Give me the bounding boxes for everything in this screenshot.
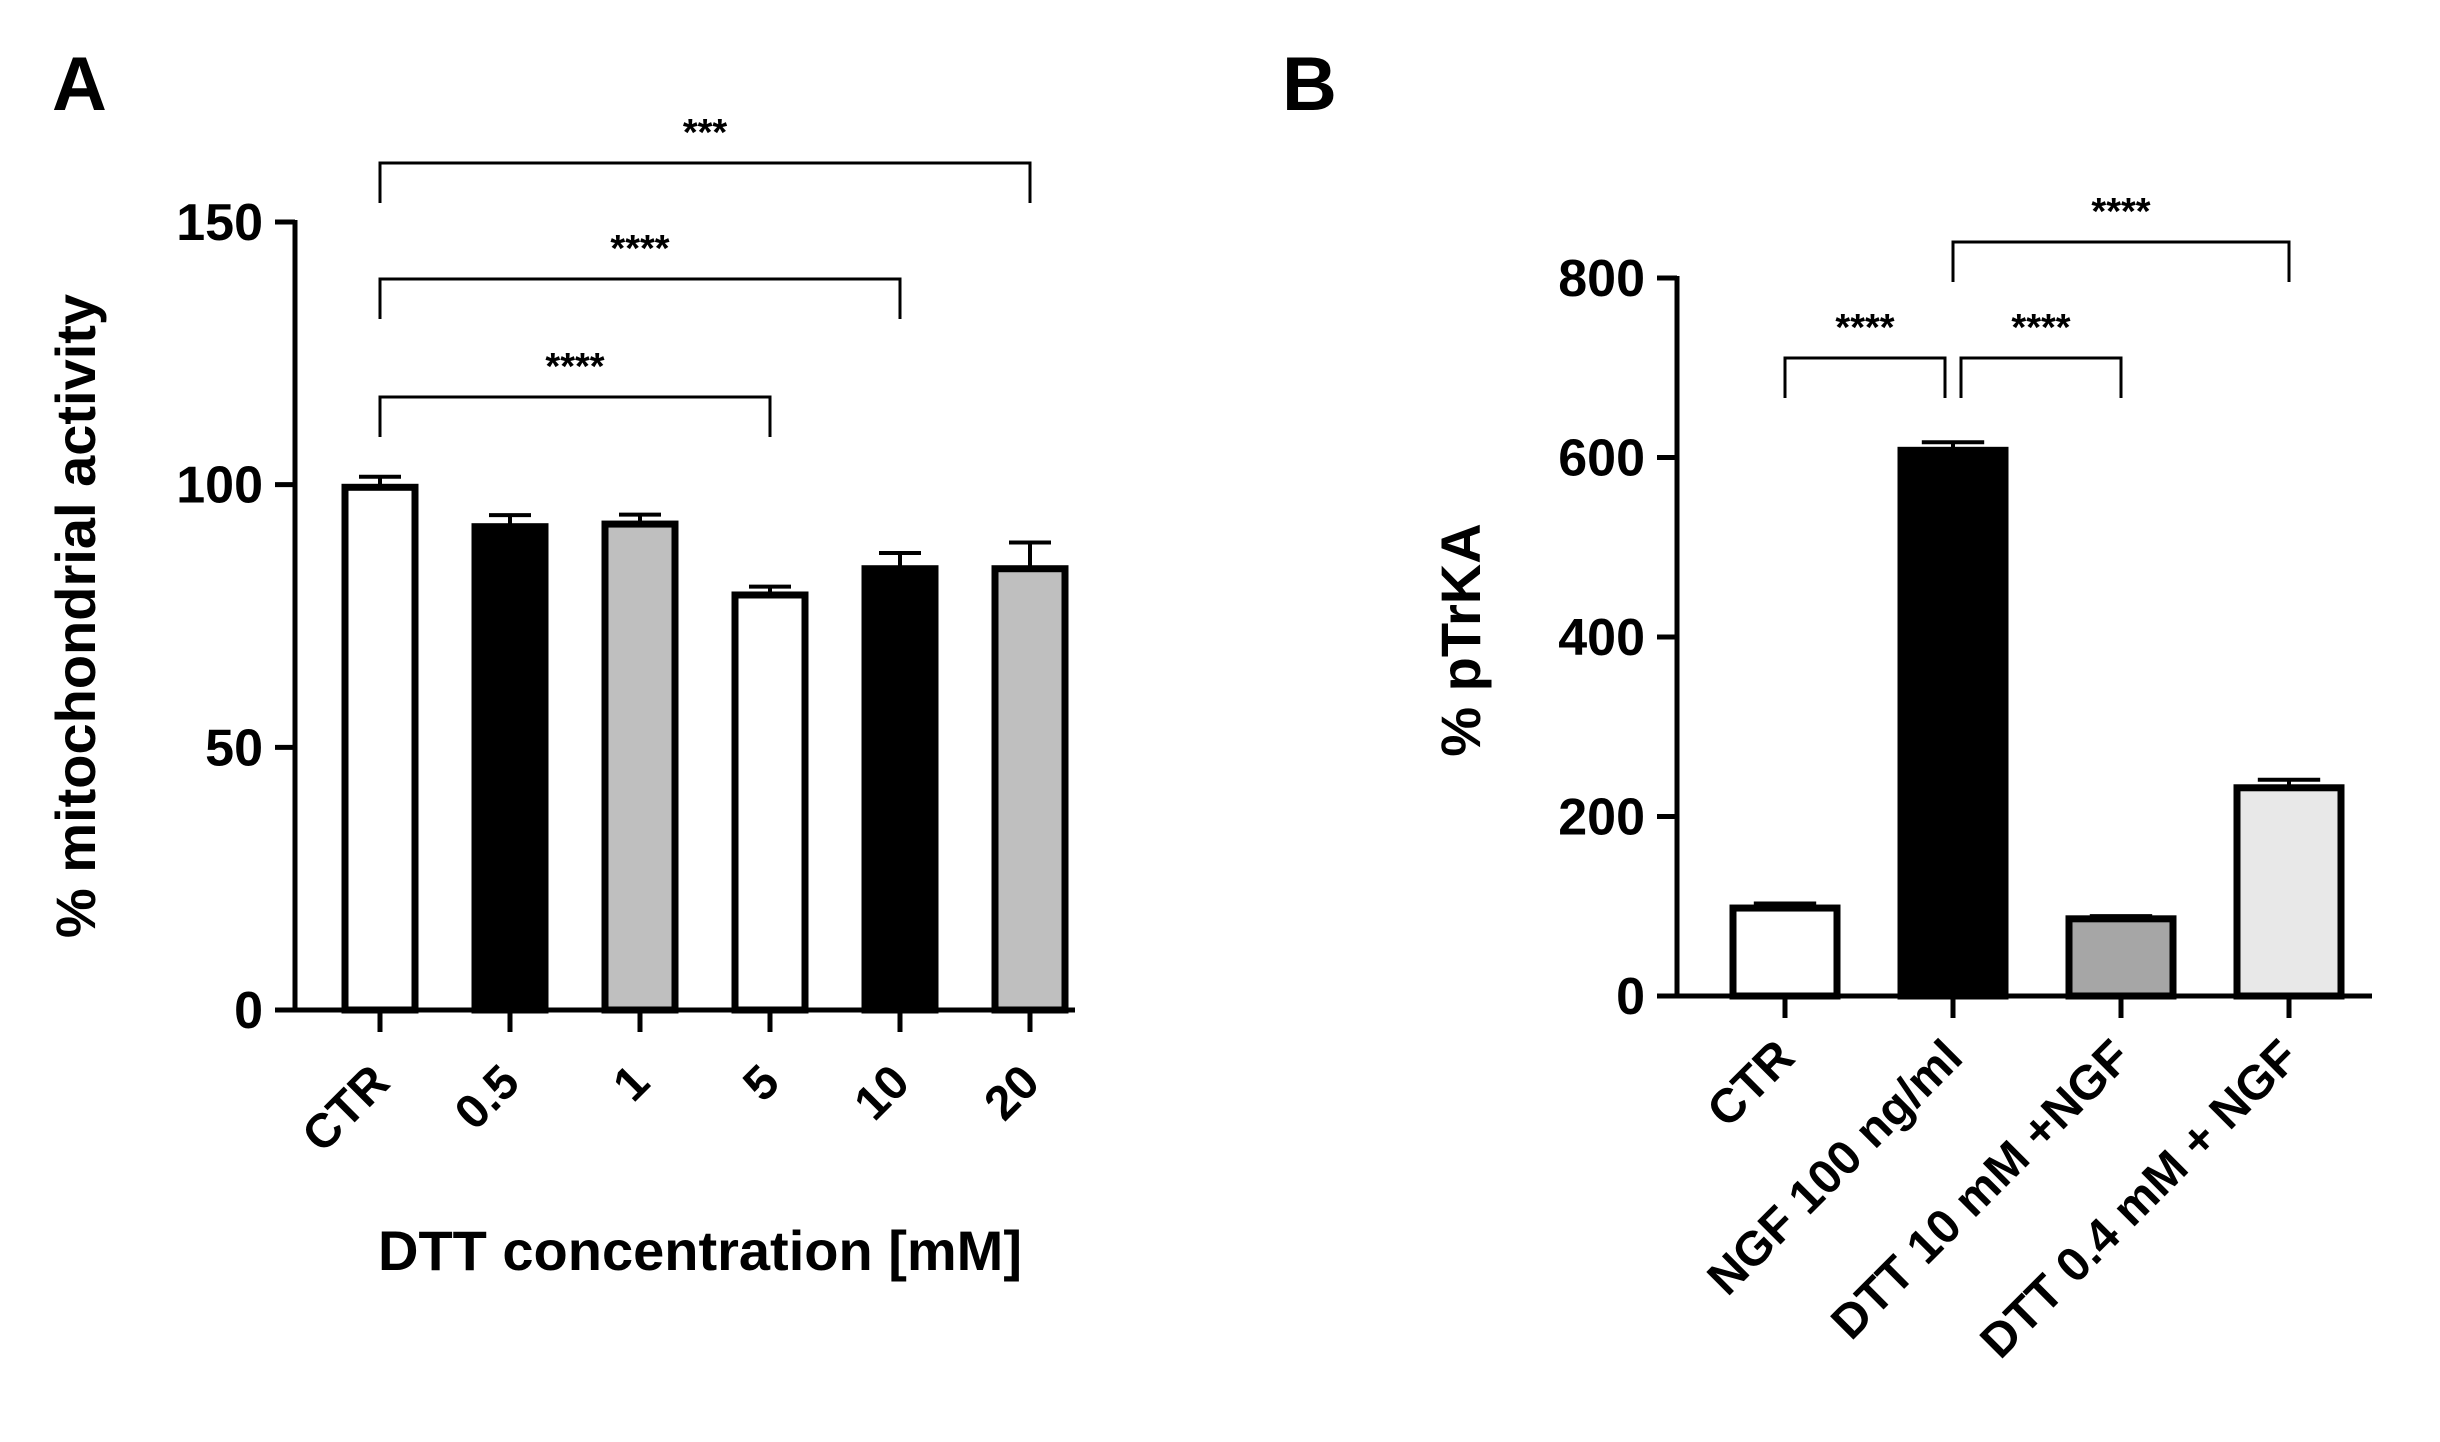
- significance-bracket: [378, 277, 902, 319]
- significance-label: ****: [545, 346, 604, 388]
- significance-bracket: [378, 161, 1032, 203]
- significance-bracket: [1959, 356, 2123, 398]
- bar-5: [731, 591, 809, 1014]
- category-label: CTR: [293, 1055, 400, 1162]
- bar-dtt-0-4-mm-ngf: [2233, 784, 2345, 1000]
- y-tick-label: 0: [234, 982, 263, 1040]
- significance-label: ***: [683, 112, 728, 154]
- panel-label: A: [52, 42, 107, 127]
- bar-dtt-10-mm-ngf: [2065, 915, 2177, 1000]
- bar-ctr: [341, 483, 419, 1014]
- significance-label: ****: [2011, 307, 2070, 349]
- significance-label: ****: [610, 228, 669, 270]
- category-label: CTR: [1698, 1030, 1805, 1137]
- significance-bracket: [1951, 240, 2291, 282]
- significance-label: ****: [2091, 191, 2150, 233]
- panel-label: B: [1282, 42, 1337, 127]
- y-tick-label: 400: [1558, 609, 1645, 667]
- y-tick-label: 200: [1558, 789, 1645, 847]
- bar-ctr: [1729, 904, 1841, 1000]
- y-axis-title: % mitochondrial activity: [44, 294, 107, 938]
- y-tick-label: 600: [1558, 430, 1645, 488]
- bar-20: [991, 565, 1069, 1014]
- significance-bracket: [378, 395, 772, 437]
- category-label: 20: [975, 1055, 1050, 1130]
- y-tick-label: 150: [176, 194, 263, 252]
- bar-ngf-100-ng-ml: [1897, 446, 2009, 1000]
- significance-bracket: [1783, 356, 1947, 398]
- y-tick-label: 100: [176, 457, 263, 515]
- x-axis-title: DTT concentration [mM]: [378, 1219, 1022, 1282]
- category-label: 0.5: [445, 1055, 530, 1140]
- y-tick-label: 800: [1558, 250, 1645, 308]
- y-axis-title: % pTrKA: [1429, 523, 1492, 756]
- y-tick-label: 0: [1616, 968, 1645, 1026]
- bar-10: [861, 565, 939, 1014]
- category-label: DTT 10 mM +NGF: [1821, 1030, 2140, 1349]
- significance-label: ****: [1835, 307, 1894, 349]
- category-label: 10: [845, 1055, 920, 1130]
- bar-0-5: [471, 523, 549, 1014]
- bar-1: [601, 520, 679, 1014]
- y-tick-label: 50: [205, 719, 263, 777]
- category-label: 1: [603, 1055, 659, 1111]
- category-label: 5: [733, 1055, 789, 1111]
- category-label: DTT 0.4 mM + NGF: [1971, 1030, 2309, 1368]
